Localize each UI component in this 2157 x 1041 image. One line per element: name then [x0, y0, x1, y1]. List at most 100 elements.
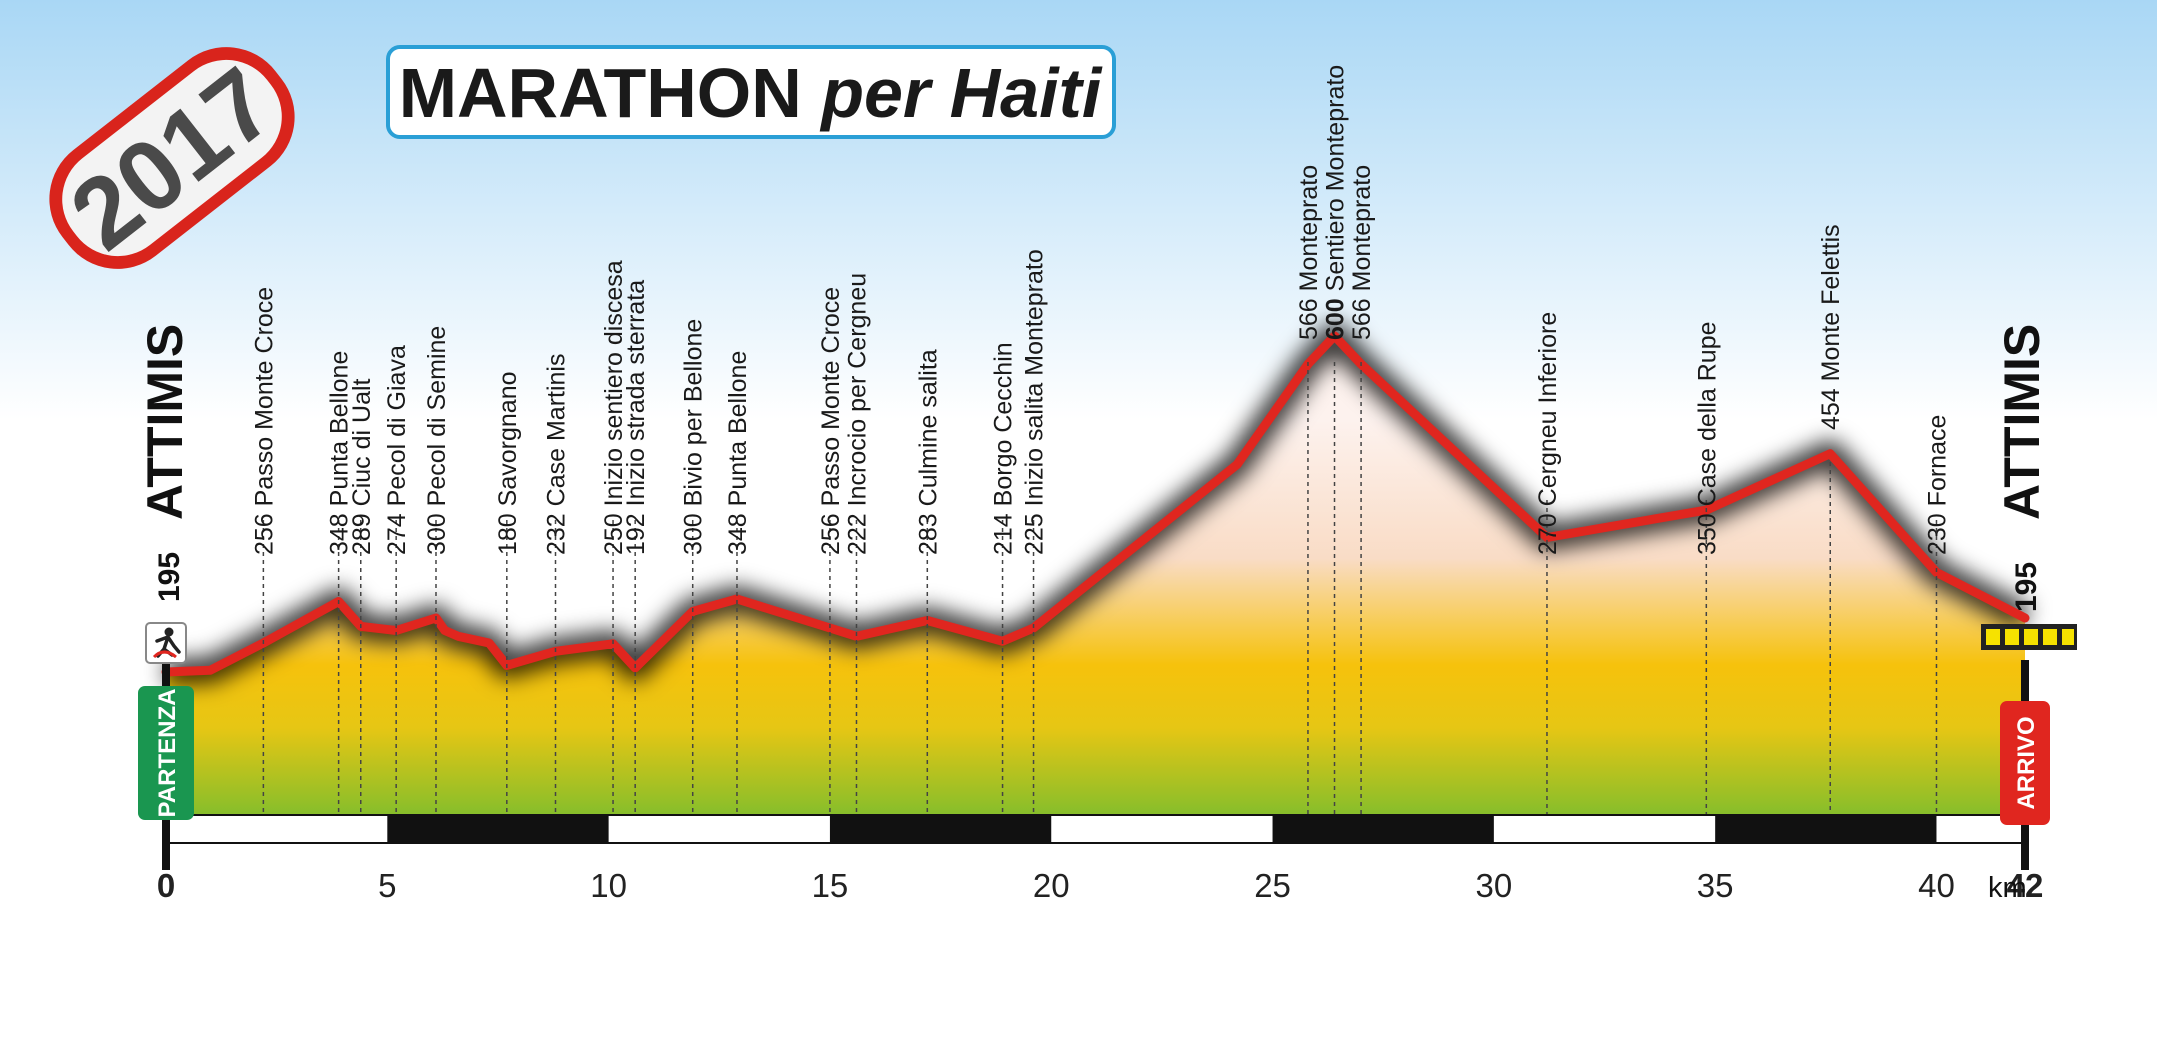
waypoint-label: 270 Cergneu Inferiore: [1534, 312, 1562, 555]
waypoint-elevation: 289: [348, 513, 376, 555]
waypoint-elevation: 566: [1295, 298, 1323, 340]
waypoint-label: 250 Inizio sentiero discesa: [600, 260, 628, 555]
waypoint-name: Pecol di Giava: [383, 345, 411, 506]
finish-badge-label: ARRIVO: [2013, 716, 2040, 809]
waypoint-label: 180 Savorgnano: [494, 372, 522, 556]
x-tick-label: 35: [1697, 867, 1734, 904]
waypoint-name: Sentiero Monteprato: [1322, 65, 1350, 292]
waypoint-label: 348 Punta Bellone: [326, 351, 354, 555]
distance-scale-bar: [165, 814, 2026, 844]
waypoint-label: 350 Case della Rupe: [1693, 321, 1721, 555]
profile-area-fill: [166, 335, 2025, 815]
waypoint-label: 300 Pecol di Semine: [423, 326, 451, 555]
scale-bar-segment: [387, 815, 609, 843]
waypoint-elevation: 300: [423, 513, 451, 555]
waypoint-elevation: 348: [724, 513, 752, 555]
waypoint-name: Inizio sentiero discesa: [600, 260, 628, 506]
waypoint-label: 566 Monteprato: [1348, 165, 1376, 340]
waypoint-elevation: 348: [326, 513, 354, 555]
runner-icon: [145, 622, 187, 664]
start-place-name: ATTIMIS: [137, 324, 193, 520]
start-badge: PARTENZA: [138, 686, 194, 820]
waypoint-name: Monteprato: [1348, 165, 1376, 291]
waypoint-name: Fornace: [1923, 415, 1951, 507]
timing-mat-icon: [1981, 624, 2077, 650]
title-main: MARATHON: [399, 54, 802, 132]
waypoint-label: 300 Bivio per Bellone: [680, 319, 708, 555]
title-box: MARATHON per Haiti: [386, 45, 1116, 139]
waypoint-name: Incrocio per Cergneu: [843, 273, 871, 506]
scale-bar-segment: [1715, 815, 1937, 843]
waypoint-elevation: 256: [250, 513, 278, 555]
x-tick-label: 40: [1918, 867, 1955, 904]
waypoint-elevation: 222: [843, 513, 871, 555]
waypoint-name: Case della Rupe: [1693, 321, 1721, 506]
waypoint-name: Monteprato: [1295, 165, 1323, 291]
waypoint-label: 348 Punta Bellone: [724, 351, 752, 555]
waypoint-elevation: 230: [1923, 513, 1951, 555]
waypoint-label: 274 Pecol di Giava: [383, 345, 411, 555]
waypoint-name: Borgo Cecchin: [990, 342, 1018, 506]
x-tick-label: 42: [2007, 867, 2044, 904]
waypoint-label: 566 Monteprato: [1295, 165, 1323, 340]
waypoint-elevation: 454: [1817, 388, 1845, 430]
finish-badge: ARRIVO: [2000, 701, 2050, 825]
waypoint-label: 225 Inizio salita Monteprato: [1021, 249, 1049, 555]
waypoint-elevation: 274: [383, 513, 411, 555]
x-tick-label: 5: [378, 867, 396, 904]
waypoint-label: 214 Borgo Cecchin: [990, 342, 1018, 555]
waypoint-elevation: 300: [680, 513, 708, 555]
x-tick-label: 0: [157, 867, 175, 904]
waypoint-label: 454 Monte Felettis: [1817, 224, 1845, 430]
x-tick-label: 20: [1033, 867, 1070, 904]
title-italic: per Haiti: [819, 54, 1103, 132]
waypoint-name: Pecol di Semine: [423, 326, 451, 507]
waypoint-label: 283 Culmine salita: [914, 349, 942, 555]
x-tick-label: 30: [1475, 867, 1512, 904]
waypoint-name: Ciuc di Ualt: [348, 378, 376, 506]
waypoint-name: Cergneu Inferiore: [1534, 312, 1562, 507]
scale-bar-segment: [1272, 815, 1494, 843]
waypoint-label: 222 Incrocio per Cergneu: [843, 273, 871, 555]
svg-text:MARATHON per Haiti: MARATHON per Haiti: [399, 54, 1103, 132]
waypoint-label: 192 Inizio strada sterrata: [622, 280, 650, 555]
waypoint-label: 256 Passo Monte Croce: [817, 287, 845, 555]
waypoint-elevation: 232: [543, 513, 571, 555]
finish-elevation: 195: [2010, 562, 2043, 612]
x-tick-label: 15: [812, 867, 849, 904]
waypoint-name: Passo Monte Croce: [817, 287, 845, 507]
waypoint-guides: [262, 362, 1938, 815]
waypoint-name: Monte Felettis: [1817, 224, 1845, 381]
waypoint-elevation: 192: [622, 513, 650, 555]
waypoint-name: Case Martinis: [543, 354, 571, 507]
waypoint-name: Punta Bellone: [724, 351, 752, 507]
waypoint-elevation: 600: [1322, 298, 1350, 340]
waypoint-elevation: 566: [1348, 298, 1376, 340]
x-axis-unit: km: [1988, 872, 2027, 904]
waypoint-label: 289 Ciuc di Ualt: [348, 378, 376, 555]
waypoint-name: Inizio salita Monteprato: [1021, 249, 1049, 506]
waypoint-elevation: 256: [817, 513, 845, 555]
waypoint-name: Punta Bellone: [326, 351, 354, 507]
waypoint-name: Inizio strada sterrata: [622, 280, 650, 507]
waypoint-elevation: 225: [1021, 513, 1049, 555]
waypoint-elevation: 180: [494, 513, 522, 555]
waypoint-name: Culmine salita: [914, 349, 942, 506]
waypoint-elevation: 350: [1693, 513, 1721, 555]
x-tick-label: 10: [590, 867, 627, 904]
x-axis-ticks: 0 5 10 15 20 25 30 35 40 42: [157, 867, 2044, 904]
waypoint-elevation: 270: [1534, 513, 1562, 555]
waypoint-label: 600 Sentiero Monteprato: [1322, 65, 1350, 340]
waypoint-elevation: 250: [600, 513, 628, 555]
waypoint-label: 232 Case Martinis: [543, 354, 571, 556]
waypoint-elevation: 214: [990, 513, 1018, 555]
x-tick-label: 25: [1254, 867, 1291, 904]
waypoint-name: Savorgnano: [494, 372, 522, 507]
waypoint-name: Passo Monte Croce: [250, 287, 278, 507]
profile-line: [161, 331, 2030, 677]
scale-bar-segment: [829, 815, 1052, 843]
start-badge-label: PARTENZA: [154, 689, 181, 818]
waypoint-elevation: 283: [914, 513, 942, 555]
